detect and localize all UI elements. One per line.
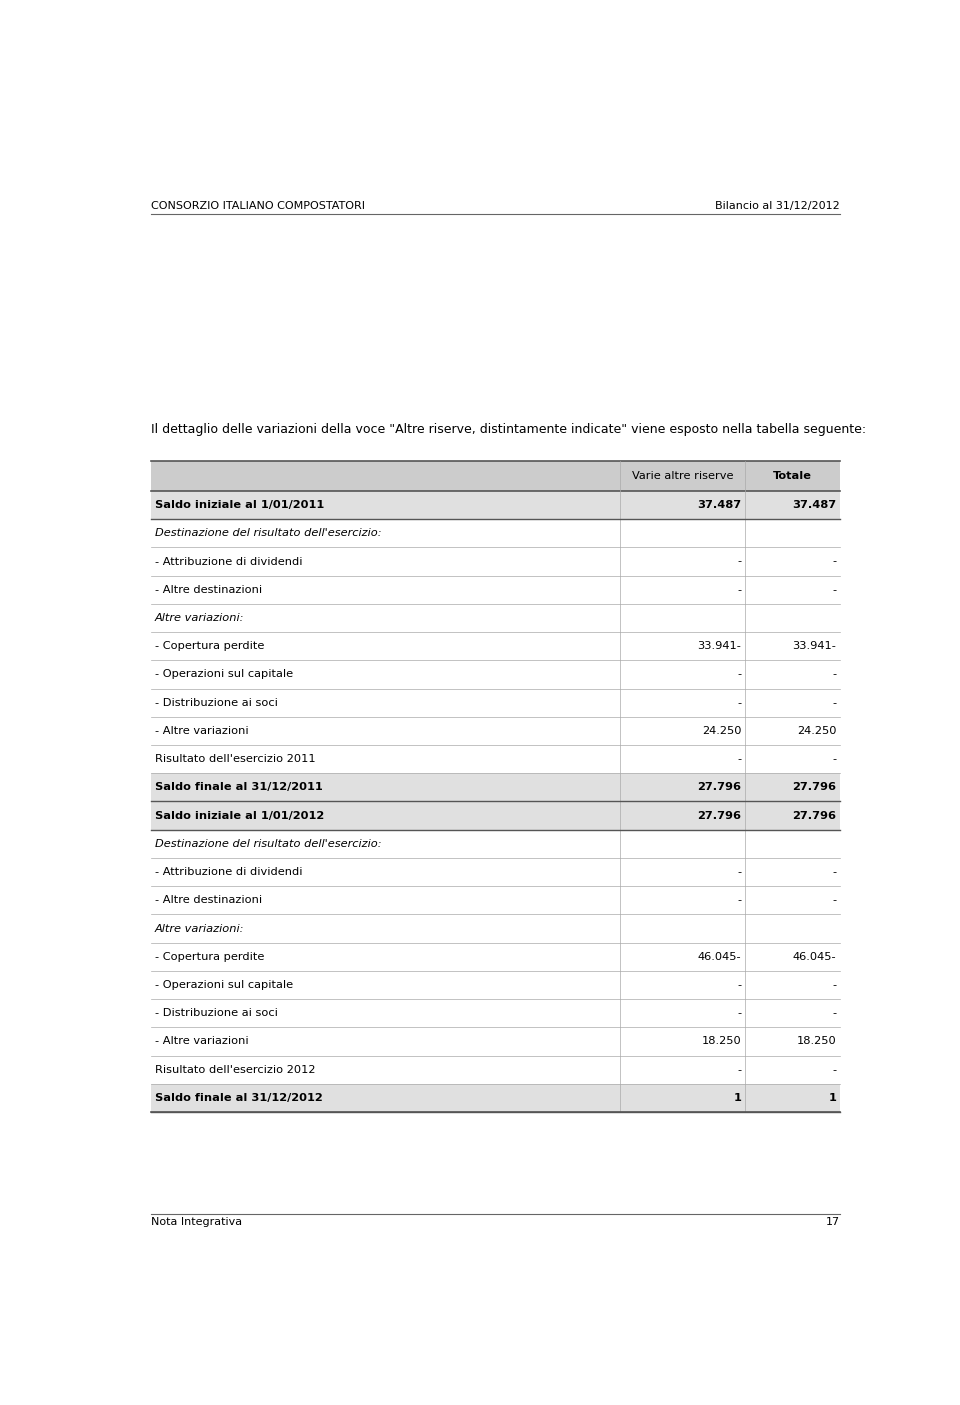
Text: 37.487: 37.487 <box>792 500 836 510</box>
Text: 46.045-: 46.045- <box>793 951 836 962</box>
Text: 46.045-: 46.045- <box>698 951 741 962</box>
Text: -: - <box>737 669 741 680</box>
Text: -: - <box>737 979 741 991</box>
Text: - Distribuzione ai soci: - Distribuzione ai soci <box>155 1009 277 1019</box>
Text: - Operazioni sul capitale: - Operazioni sul capitale <box>155 669 293 680</box>
Text: 27.796: 27.796 <box>792 783 836 792</box>
Text: - Operazioni sul capitale: - Operazioni sul capitale <box>155 979 293 991</box>
Text: -: - <box>832 584 836 594</box>
Text: -: - <box>737 556 741 566</box>
Text: -: - <box>832 1065 836 1075</box>
Text: Totale: Totale <box>773 471 812 481</box>
Text: 33.941-: 33.941- <box>793 641 836 652</box>
Text: 24.250: 24.250 <box>797 726 836 736</box>
Text: -: - <box>832 979 836 991</box>
Text: 37.487: 37.487 <box>697 500 741 510</box>
Text: -: - <box>832 556 836 566</box>
Text: -: - <box>737 584 741 594</box>
Text: Saldo iniziale al 1/01/2011: Saldo iniziale al 1/01/2011 <box>155 500 324 510</box>
Text: 27.796: 27.796 <box>697 811 741 821</box>
Text: Destinazione del risultato dell'esercizio:: Destinazione del risultato dell'esercizi… <box>155 528 381 538</box>
Text: 27.796: 27.796 <box>792 811 836 821</box>
Text: - Distribuzione ai soci: - Distribuzione ai soci <box>155 698 277 708</box>
Text: - Altre variazioni: - Altre variazioni <box>155 726 249 736</box>
Text: 24.250: 24.250 <box>702 726 741 736</box>
Text: Risultato dell'esercizio 2012: Risultato dell'esercizio 2012 <box>155 1065 316 1075</box>
Text: - Attribuzione di dividendi: - Attribuzione di dividendi <box>155 867 302 877</box>
Text: - Altre destinazioni: - Altre destinazioni <box>155 584 262 594</box>
Text: Saldo finale al 31/12/2012: Saldo finale al 31/12/2012 <box>155 1093 323 1103</box>
Text: 18.250: 18.250 <box>797 1037 836 1047</box>
Text: - Copertura perdite: - Copertura perdite <box>155 641 264 652</box>
Bar <box>152 490 840 520</box>
Text: -: - <box>737 698 741 708</box>
Text: -: - <box>832 895 836 905</box>
Text: - Attribuzione di dividendi: - Attribuzione di dividendi <box>155 556 302 566</box>
Text: Altre variazioni:: Altre variazioni: <box>155 923 245 933</box>
Text: Altre variazioni:: Altre variazioni: <box>155 613 245 622</box>
Text: 33.941-: 33.941- <box>697 641 741 652</box>
Text: Risultato dell'esercizio 2011: Risultato dell'esercizio 2011 <box>155 754 316 764</box>
Text: Nota Integrativa: Nota Integrativa <box>152 1217 242 1227</box>
Text: 17: 17 <box>826 1217 840 1227</box>
Text: Destinazione del risultato dell'esercizio:: Destinazione del risultato dell'esercizi… <box>155 839 381 849</box>
Text: 18.250: 18.250 <box>702 1037 741 1047</box>
Bar <box>152 461 840 490</box>
Text: -: - <box>832 867 836 877</box>
Text: 1: 1 <box>828 1093 836 1103</box>
Text: - Copertura perdite: - Copertura perdite <box>155 951 264 962</box>
Text: -: - <box>832 698 836 708</box>
Text: -: - <box>832 1009 836 1019</box>
Text: Varie altre riserve: Varie altre riserve <box>632 471 733 481</box>
Text: Saldo finale al 31/12/2011: Saldo finale al 31/12/2011 <box>155 783 323 792</box>
Text: 27.796: 27.796 <box>697 783 741 792</box>
Bar <box>152 801 840 830</box>
Text: -: - <box>737 754 741 764</box>
Text: Bilancio al 31/12/2012: Bilancio al 31/12/2012 <box>715 201 840 211</box>
Bar <box>152 773 840 801</box>
Text: -: - <box>832 669 836 680</box>
Text: CONSORZIO ITALIANO COMPOSTATORI: CONSORZIO ITALIANO COMPOSTATORI <box>152 201 365 211</box>
Text: -: - <box>737 867 741 877</box>
Text: Il dettaglio delle variazioni della voce "Altre riserve, distintamente indicate": Il dettaglio delle variazioni della voce… <box>152 423 866 436</box>
Text: - Altre destinazioni: - Altre destinazioni <box>155 895 262 905</box>
Text: -: - <box>737 1009 741 1019</box>
Text: 1: 1 <box>733 1093 741 1103</box>
Text: -: - <box>737 1065 741 1075</box>
Text: -: - <box>737 895 741 905</box>
Text: Saldo iniziale al 1/01/2012: Saldo iniziale al 1/01/2012 <box>155 811 324 821</box>
Bar <box>152 1083 840 1111</box>
Text: - Altre variazioni: - Altre variazioni <box>155 1037 249 1047</box>
Text: -: - <box>832 754 836 764</box>
